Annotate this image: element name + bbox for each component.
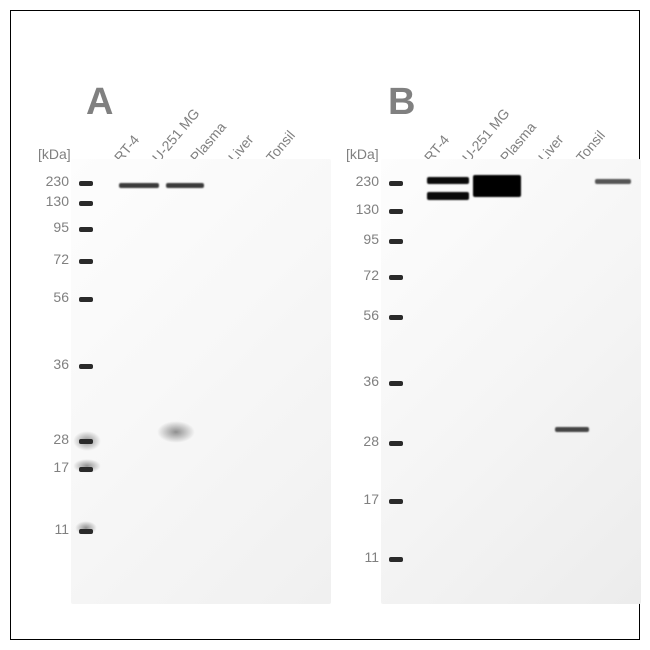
mw-tick: 72 [39,251,69,267]
ladder-band [389,441,403,446]
blot-smudge [157,421,195,443]
mw-tick: 72 [349,267,379,283]
mw-tick: 36 [39,356,69,372]
mw-tick: 56 [349,307,379,323]
mw-tick: 17 [349,491,379,507]
ladder-band [79,259,93,264]
signal-band [119,183,159,188]
mw-tick: 230 [39,173,69,189]
signal-band [427,177,469,184]
western-blot-area [71,159,331,604]
mw-tick: 17 [39,459,69,475]
ladder-band [79,227,93,232]
ladder-band [389,209,403,214]
ladder-band [389,557,403,562]
blot-smudge [73,431,101,451]
blot-smudge [75,521,97,535]
mw-tick: 11 [349,549,379,565]
signal-band [555,427,589,432]
ladder-band [79,181,93,186]
signal-band [473,175,521,197]
ladder-band [79,364,93,369]
mw-tick: 230 [349,173,379,189]
blot-smudge [73,459,101,473]
ladder-band [79,201,93,206]
ladder-band [389,381,403,386]
kda-unit-label: [kDa] [346,146,379,162]
western-blot-area [381,159,641,604]
mw-tick: 95 [349,231,379,247]
ladder-band [389,315,403,320]
panel-b: B[kDa]23013095725636281711RT-4U-251 MGPl… [346,41,636,596]
panel-a: A[kDa]23013095725636281711RT-4U-251 MGPl… [36,41,326,596]
mw-tick: 36 [349,373,379,389]
signal-band [427,192,469,200]
mw-tick: 95 [39,219,69,235]
mw-tick: 130 [39,193,69,209]
ladder-band [79,297,93,302]
kda-unit-label: [kDa] [38,146,71,162]
ladder-band [389,275,403,280]
mw-tick: 28 [39,431,69,447]
signal-band [595,179,631,184]
ladder-band [389,239,403,244]
panel-letter: B [388,81,415,124]
figure-border: A[kDa]23013095725636281711RT-4U-251 MGPl… [10,10,640,640]
mw-tick: 11 [39,521,69,537]
ladder-band [389,499,403,504]
signal-band [166,183,204,188]
mw-tick: 130 [349,201,379,217]
mw-tick: 56 [39,289,69,305]
panel-letter: A [86,81,113,124]
mw-tick: 28 [349,433,379,449]
ladder-band [389,181,403,186]
